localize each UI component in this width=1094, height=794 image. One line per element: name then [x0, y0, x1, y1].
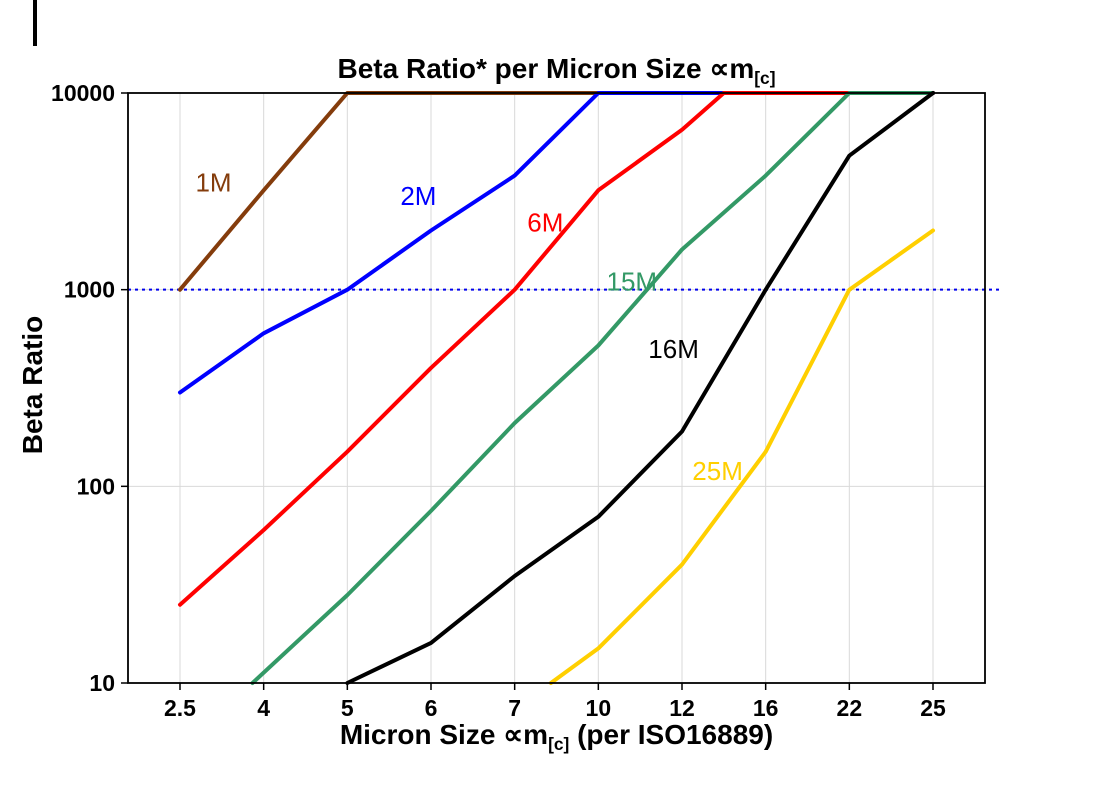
series-line-15M [250, 91, 935, 685]
plot-border [127, 92, 986, 684]
series-label-16M: 16M [648, 334, 699, 364]
x-tick-label: 6 [425, 695, 438, 721]
x-tick-label: 12 [669, 695, 695, 721]
x-tick-label: 16 [753, 695, 779, 721]
x-tick-label: 2.5 [164, 695, 196, 721]
chart-title: Beta Ratio* per Micron Size ∝m[c] [128, 52, 985, 89]
x-tick-label: 7 [508, 695, 521, 721]
series-label-25M: 25M [692, 456, 743, 486]
y-tick-label: 1000 [64, 277, 115, 303]
y-tick-label: 10000 [51, 80, 115, 106]
series-label-6M: 6M [527, 207, 563, 237]
y-tick-label: 100 [77, 473, 115, 499]
edge-artifact [33, 0, 37, 46]
series-line-16M [345, 91, 935, 685]
x-axis-title-suffix: (per ISO16889) [569, 719, 774, 750]
x-tick-label: 4 [257, 695, 270, 721]
series-line-25M [548, 228, 935, 685]
series-label-1M: 1M [195, 168, 231, 198]
y-axis-title: Beta Ratio [17, 315, 48, 455]
x-axis-title-subscript: [c] [548, 734, 570, 755]
x-tick-label: 22 [837, 695, 863, 721]
x-axis-title: Micron Size ∝m[c] (per ISO16889) [128, 718, 985, 755]
x-tick-label: 5 [341, 695, 354, 721]
x-tick-label: 10 [586, 695, 612, 721]
y-tick-label: 10 [89, 670, 115, 696]
chart-title-subscript: [c] [754, 68, 776, 89]
chart-title-text: Beta Ratio* per Micron Size ∝m [337, 53, 755, 84]
x-axis-title-text: Micron Size ∝m [339, 719, 549, 750]
x-tick-label: 25 [920, 695, 946, 721]
series-line-6M [178, 91, 935, 607]
series-label-2M: 2M [400, 181, 436, 211]
series-label-15M: 15M [607, 267, 658, 297]
